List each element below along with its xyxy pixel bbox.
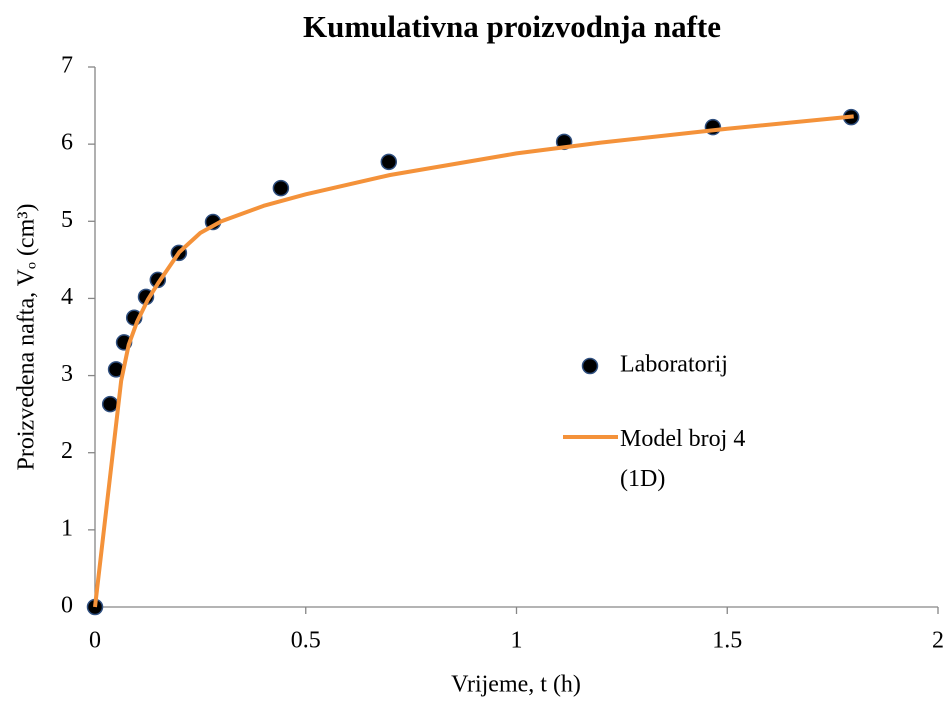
data-point	[101, 395, 119, 413]
y-tick-label: 3	[61, 361, 73, 387]
x-tick-label: 2	[932, 628, 944, 654]
data-point	[272, 179, 290, 197]
y-axis-label: Proizvedena nafta, Vₒ (cm³)	[14, 204, 40, 471]
y-tick-label: 4	[61, 284, 73, 310]
chart-title: Kumulativna proizvodnja nafte	[303, 9, 721, 44]
x-tick-label: 1	[511, 628, 523, 654]
y-tick-label: 6	[61, 130, 73, 156]
x-axis-label: Vrijeme, t (h)	[451, 672, 581, 698]
model-line	[93, 114, 854, 608]
x-tick-label: 1.5	[712, 628, 742, 654]
legend-label: Laboratorij	[620, 352, 728, 378]
y-tick-label: 0	[61, 593, 73, 619]
legend-marker	[581, 357, 599, 375]
legend-label: Model broj 4 (1D)	[620, 426, 745, 492]
y-tick-label: 5	[61, 207, 73, 233]
y-tick-label: 1	[61, 515, 73, 541]
data-point	[380, 153, 398, 171]
x-tick-label: 0.5	[291, 628, 321, 654]
x-tick-label: 0	[89, 628, 101, 654]
y-tick-label: 2	[61, 438, 73, 464]
y-tick-label: 7	[61, 53, 73, 79]
